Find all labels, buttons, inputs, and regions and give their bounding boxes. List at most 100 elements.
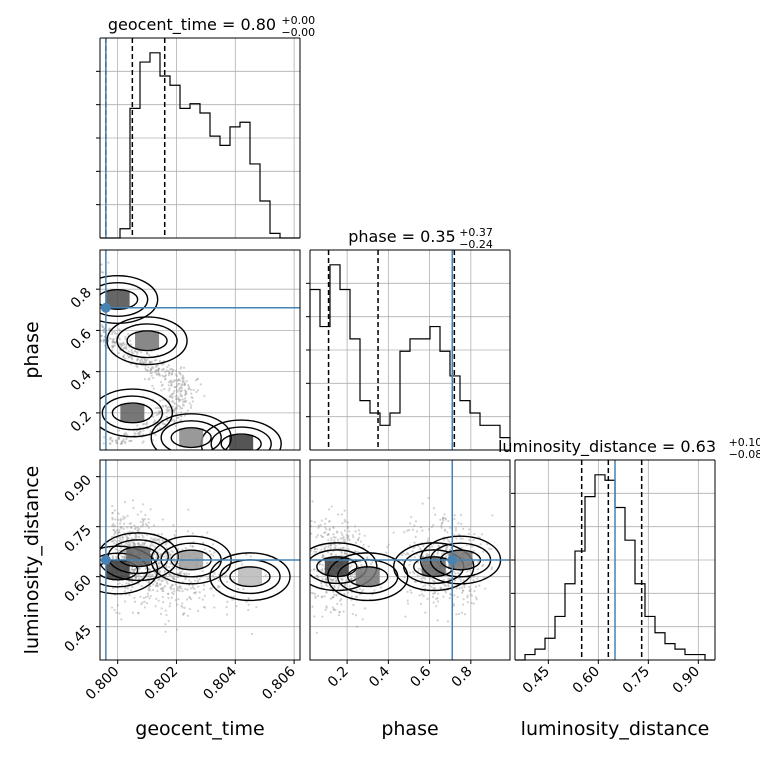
sample-point xyxy=(158,541,161,544)
sample-point xyxy=(50,303,52,305)
sample-point xyxy=(448,549,451,552)
sample-point xyxy=(134,533,137,536)
sample-point xyxy=(171,565,174,568)
sample-point xyxy=(462,579,465,582)
sample-point xyxy=(143,606,147,609)
sample-point xyxy=(113,524,117,527)
sample-point xyxy=(142,518,145,522)
sample-point xyxy=(136,350,139,354)
sample-point xyxy=(171,371,174,374)
sample-point xyxy=(147,589,150,592)
sample-point xyxy=(54,281,56,283)
sample-point xyxy=(61,281,63,283)
sample-point xyxy=(71,274,73,276)
sample-point xyxy=(432,592,435,595)
sample-point xyxy=(95,327,97,329)
sample-point xyxy=(192,591,196,594)
sample-point xyxy=(138,430,142,433)
contour-line xyxy=(100,388,174,438)
sample-point xyxy=(315,536,318,539)
sample-point xyxy=(175,398,178,401)
sample-point xyxy=(82,274,84,276)
sample-point xyxy=(331,579,334,583)
sample-point xyxy=(121,535,124,538)
sample-point xyxy=(73,313,75,315)
sample-point xyxy=(334,536,337,539)
sample-point xyxy=(350,564,353,567)
density-cell xyxy=(105,290,130,309)
sample-point xyxy=(120,527,123,530)
sample-point xyxy=(70,317,72,319)
sample-point xyxy=(116,333,119,336)
sample-point xyxy=(196,378,199,381)
sample-point xyxy=(303,559,305,561)
sample-point xyxy=(449,577,452,580)
title-sup-phase: +0.37 xyxy=(459,226,493,239)
histogram-phase xyxy=(309,264,511,450)
sample-point xyxy=(444,584,447,587)
sample-point xyxy=(479,543,482,546)
sample-point xyxy=(174,386,178,389)
sample-point xyxy=(355,588,358,592)
sample-point xyxy=(76,270,78,272)
sample-point xyxy=(413,580,417,583)
sample-point xyxy=(88,277,90,279)
sample-point xyxy=(441,518,445,521)
sample-point xyxy=(125,433,129,436)
sample-point xyxy=(175,405,178,408)
sample-point xyxy=(55,282,57,284)
sample-point xyxy=(403,531,406,534)
sample-point xyxy=(89,325,91,327)
sample-point xyxy=(152,387,155,390)
sample-point xyxy=(168,573,171,576)
sample-point xyxy=(171,393,174,396)
contour-line xyxy=(170,427,212,449)
sample-point xyxy=(112,525,115,528)
sample-point xyxy=(176,379,180,382)
sample-point xyxy=(198,596,201,600)
sample-point xyxy=(423,577,427,580)
sample-point xyxy=(122,342,125,345)
sample-point xyxy=(346,535,350,538)
sample-point xyxy=(134,575,138,578)
sample-point xyxy=(133,568,136,571)
sample-point xyxy=(150,374,153,377)
sample-point xyxy=(155,359,158,362)
sample-point xyxy=(337,586,340,590)
sample-point xyxy=(122,518,125,521)
sample-point xyxy=(321,615,324,618)
sample-point xyxy=(165,415,169,418)
sample-point xyxy=(114,332,117,335)
sample-point xyxy=(172,410,175,413)
sample-point xyxy=(165,580,168,583)
sample-point xyxy=(75,269,77,271)
sample-point xyxy=(77,276,79,278)
sample-point xyxy=(421,555,425,558)
sample-point xyxy=(336,538,340,541)
sample-point xyxy=(118,531,121,534)
sample-point xyxy=(473,590,476,593)
contour-line xyxy=(126,330,168,352)
sample-point xyxy=(127,582,130,586)
sample-point xyxy=(354,530,357,533)
sample-point xyxy=(120,440,124,443)
sample-point xyxy=(407,529,411,532)
sample-point xyxy=(123,557,126,560)
sample-point xyxy=(427,528,431,531)
sample-point xyxy=(57,302,59,304)
sample-point xyxy=(72,326,74,328)
sample-point xyxy=(134,577,137,580)
sample-point xyxy=(232,595,235,599)
sample-point xyxy=(157,412,161,415)
sample-point xyxy=(141,441,144,444)
sample-point xyxy=(323,548,326,551)
sample-point xyxy=(141,517,144,520)
sample-point xyxy=(64,280,66,282)
sample-point xyxy=(144,368,147,371)
sample-point xyxy=(86,326,88,328)
sample-point xyxy=(187,508,190,511)
sample-point xyxy=(330,579,333,582)
sample-point xyxy=(459,537,462,540)
sample-point xyxy=(40,290,42,292)
sample-point xyxy=(470,601,473,604)
